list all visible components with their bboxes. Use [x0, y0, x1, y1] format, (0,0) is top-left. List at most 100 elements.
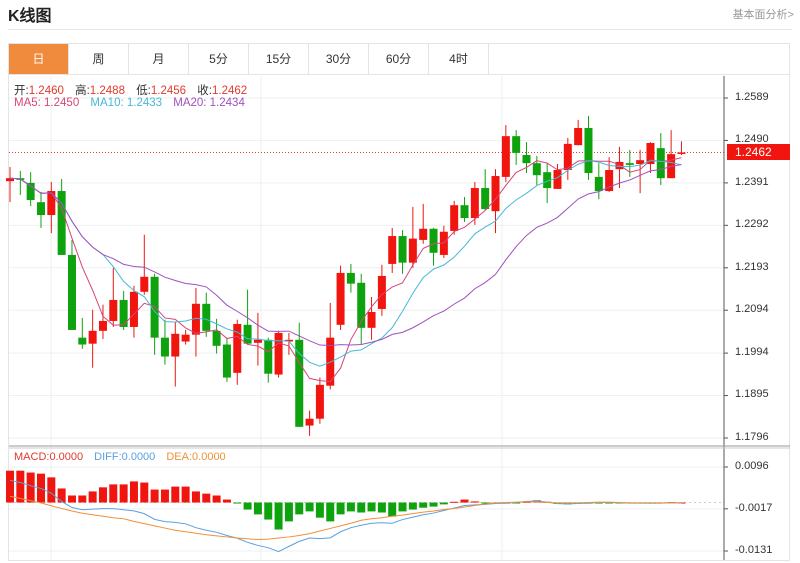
- macd-bar: [57, 488, 66, 503]
- price-tick: 1.2094: [735, 303, 769, 315]
- macd-bar: [26, 472, 35, 503]
- candle-body: [605, 170, 614, 192]
- macd-bar: [284, 502, 293, 522]
- macd-bar: [119, 484, 128, 503]
- low-label: 低:: [136, 85, 151, 97]
- ma-info: MA5: 1.2450 MA10: 1.2433 MA20: 1.2434: [14, 97, 253, 109]
- macd-bar: [439, 502, 448, 505]
- diff-value: DIFF:0.0000: [94, 451, 156, 463]
- candle-body: [191, 303, 200, 335]
- candle-body: [522, 155, 531, 164]
- candle-body: [129, 291, 138, 327]
- macd-bar: [191, 491, 200, 503]
- candle-body: [543, 172, 552, 189]
- high-label: 高:: [75, 85, 90, 97]
- macd-bar: [336, 502, 345, 515]
- candle-body: [481, 188, 490, 210]
- candle-body: [67, 254, 76, 330]
- candle-body: [160, 337, 169, 357]
- tab-5min[interactable]: 5分: [189, 44, 249, 74]
- tab-15min[interactable]: 15分: [249, 44, 309, 74]
- ma20-line: [9, 164, 682, 347]
- macd-bar: [150, 489, 159, 503]
- price-tick: 1.1994: [735, 346, 769, 358]
- fundamental-analysis-link[interactable]: 基本面分析>: [732, 9, 794, 21]
- candle-body: [625, 163, 634, 165]
- candle-body: [264, 339, 273, 374]
- macd-bar: [305, 502, 314, 512]
- tab-30min[interactable]: 30分: [309, 44, 369, 74]
- ma20-value: MA20: 1.2434: [173, 97, 245, 109]
- macd-bar: [129, 481, 138, 503]
- macd-tick: -0.0017: [735, 502, 773, 514]
- tab-month[interactable]: 月: [129, 44, 189, 74]
- macd-bar: [16, 470, 25, 503]
- candle-body: [305, 418, 314, 426]
- ma5-line: [9, 157, 682, 383]
- candle-body: [181, 334, 190, 342]
- candle-body: [357, 282, 366, 328]
- ohlc-info: 开:1.2460 高:1.2488 低:1.2456 收:1.2462: [14, 82, 255, 98]
- macd-bar: [212, 495, 221, 503]
- macd-bar: [67, 495, 76, 503]
- macd-bar: [460, 499, 469, 503]
- candle-body: [512, 136, 521, 153]
- candle-body: [470, 188, 479, 219]
- macd-bar: [346, 502, 355, 512]
- macd-bar: [326, 502, 335, 522]
- tab-60min[interactable]: 60分: [369, 44, 429, 74]
- candle-body: [171, 333, 180, 357]
- close-value: 1.2462: [211, 85, 248, 97]
- candle-body: [88, 330, 97, 344]
- high-value: 1.2488: [89, 85, 125, 97]
- macd-bar: [253, 502, 262, 515]
- macd-bar: [109, 484, 118, 503]
- candle-body: [315, 384, 324, 419]
- candle-body: [584, 128, 593, 174]
- candle-body: [429, 228, 438, 253]
- candle-body: [98, 320, 107, 331]
- macd-bar: [274, 502, 283, 530]
- macd-bar: [419, 502, 428, 508]
- low-value: 1.2456: [150, 85, 187, 97]
- candle-body: [677, 152, 686, 154]
- price-tick: 1.2292: [735, 218, 769, 230]
- macd-bar: [398, 502, 407, 512]
- tab-day[interactable]: 日: [9, 44, 69, 74]
- price-tick: 1.2193: [735, 261, 769, 273]
- candle-body: [26, 182, 35, 201]
- candle-body: [336, 272, 345, 325]
- macd-bar: [243, 502, 252, 510]
- price-tick: 1.2391: [735, 176, 769, 188]
- candle-body: [202, 303, 211, 331]
- candle-body: [119, 299, 128, 327]
- candle-body: [253, 339, 262, 343]
- candle-body: [563, 143, 572, 171]
- diff-line: [9, 479, 682, 553]
- ma10-value: MA10: 1.2433: [90, 97, 163, 109]
- candle-body: [615, 161, 624, 170]
- macd-bar: [171, 486, 180, 503]
- macd-bar: [377, 502, 386, 513]
- candle-body: [636, 160, 645, 165]
- candle-body: [450, 205, 459, 231]
- candle-body: [532, 163, 541, 176]
- candle-body: [243, 324, 252, 344]
- tab-week[interactable]: 周: [69, 44, 129, 74]
- ma5-value: MA5: 1.2450: [14, 97, 80, 109]
- macd-tick: 0.0096: [735, 460, 769, 472]
- candle-body: [594, 176, 603, 192]
- macd-bar: [450, 501, 459, 503]
- macd-bar: [47, 477, 56, 503]
- tab-4hour[interactable]: 4时: [429, 44, 489, 74]
- candle-body: [460, 205, 469, 219]
- page-title: K线图: [8, 8, 52, 25]
- candle-body: [284, 339, 293, 342]
- price-tick: 1.2589: [735, 91, 769, 103]
- macd-bar: [357, 502, 366, 513]
- candle-body: [419, 228, 428, 240]
- macd-bar: [160, 489, 169, 503]
- macd-bar: [388, 502, 397, 517]
- candle-body: [646, 143, 655, 165]
